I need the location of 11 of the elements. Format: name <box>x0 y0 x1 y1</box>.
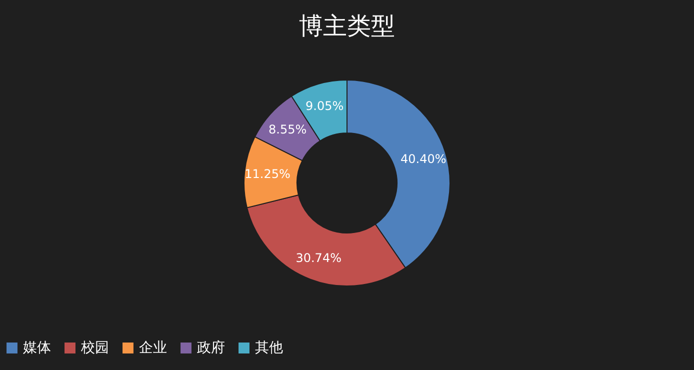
legend-label: 校园 <box>80 340 109 356</box>
data-label: 30.74% <box>296 250 342 265</box>
data-label: 9.05% <box>305 99 344 114</box>
data-label: 11.25% <box>244 167 290 182</box>
legend-label: 媒体 <box>23 340 51 356</box>
data-label: 40.40% <box>400 152 446 166</box>
chart-title: 博主类型 <box>299 12 395 40</box>
legend-label: 其他 <box>255 340 283 356</box>
legend-label: 政府 <box>197 340 225 356</box>
data-label: 8.55% <box>268 122 307 136</box>
legend-label: 企业 <box>139 340 167 356</box>
